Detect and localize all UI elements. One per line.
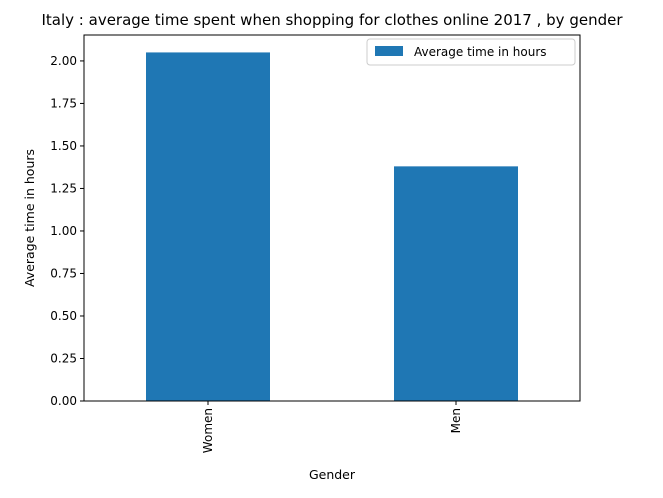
y-axis-label: Average time in hours — [22, 149, 37, 287]
y-tick-label: 0.50 — [50, 309, 77, 323]
y-tick-label: 1.25 — [50, 181, 77, 195]
bar-women — [146, 52, 270, 402]
legend-label: Average time in hours — [414, 45, 547, 59]
bar-men — [394, 166, 518, 401]
bars — [146, 52, 518, 402]
y-tick-label: 0.25 — [50, 351, 77, 365]
x-axis: Women Men — [201, 401, 463, 453]
y-tick-label: 0.00 — [50, 394, 77, 408]
x-tick-label: Women — [201, 408, 215, 453]
y-axis: 0.00 0.25 0.50 0.75 1.00 1.25 1.50 1.75 2.00 — [50, 54, 84, 408]
legend-box — [366, 38, 576, 66]
x-axis-label: Gender — [309, 467, 356, 482]
y-tick-label: 0.75 — [50, 266, 77, 280]
y-tick-label: 1.75 — [50, 96, 77, 110]
y-tick-label: 1.00 — [50, 224, 77, 238]
x-tick-label: Men — [449, 408, 463, 433]
legend: Average time in hours — [366, 38, 576, 66]
y-tick-label: 1.50 — [50, 139, 77, 153]
y-tick-label: 2.00 — [50, 54, 77, 68]
legend-swatch — [375, 46, 403, 56]
plot-frame — [83, 34, 581, 402]
chart-title: Italy : average time spent when shopping… — [42, 11, 624, 29]
